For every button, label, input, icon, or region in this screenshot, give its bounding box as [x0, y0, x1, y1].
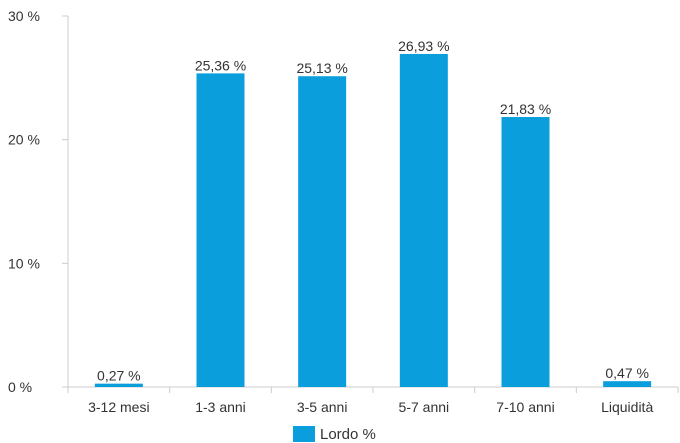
bar [298, 76, 347, 387]
data-label: 26,93 % [398, 38, 449, 54]
x-tick-label: Liquidità [601, 399, 653, 415]
bar-series [94, 53, 652, 387]
data-label: 21,83 % [500, 101, 551, 117]
x-tick-label: 1-3 anni [195, 399, 246, 415]
data-labels: 0,27 % 25,36 % 25,13 % 26,93 % 21,83 % 0,47 % [97, 38, 649, 384]
y-tick-label: 10 % [8, 255, 40, 271]
y-tick-label: 0 % [8, 379, 32, 395]
legend-label: Lordo % [320, 426, 376, 443]
bar [603, 381, 652, 387]
data-label: 25,36 % [195, 57, 246, 73]
bar [399, 53, 448, 387]
legend: Lordo % [293, 426, 376, 443]
bar [196, 73, 245, 387]
data-label: 25,13 % [296, 60, 347, 76]
data-label: 0,27 % [97, 368, 141, 384]
x-tick-label: 7-10 anni [496, 399, 554, 415]
y-axis: 0 % 10 % 20 % 30 % [8, 8, 69, 395]
bar [501, 117, 550, 387]
y-tick-label: 30 % [8, 8, 40, 24]
x-tick-label: 3-12 mesi [88, 399, 149, 415]
x-tick-label: 3-5 anni [297, 399, 348, 415]
x-tick-label: 5-7 anni [399, 399, 450, 415]
x-axis: 3-12 mesi 1-3 anni 3-5 anni 5-7 anni 7-10 an… [67, 386, 679, 415]
bar [94, 383, 143, 387]
data-label: 0,47 % [605, 365, 649, 381]
legend-swatch [293, 426, 315, 442]
y-tick-label: 20 % [8, 132, 40, 148]
